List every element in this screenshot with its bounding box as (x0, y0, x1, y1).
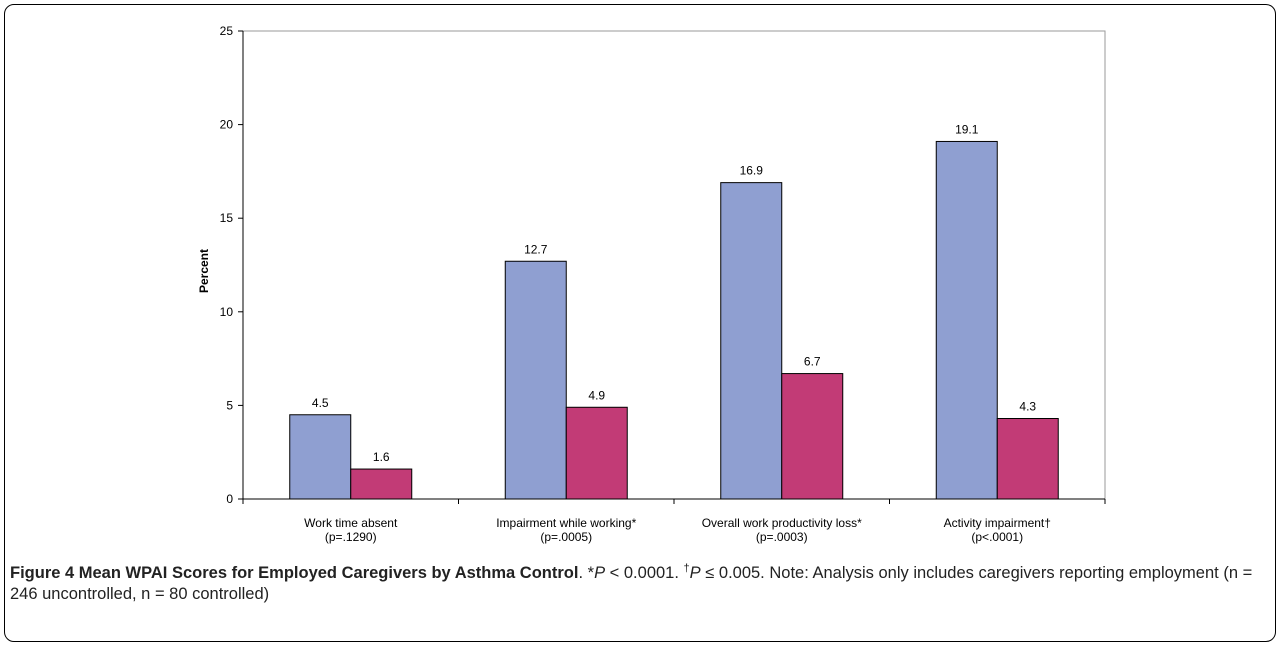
bar-controlled (350, 468, 413, 500)
bar-value-label: 19.1 (955, 122, 979, 136)
y-tick-label: 25 (220, 24, 234, 38)
y-tick-label: 5 (226, 398, 233, 412)
x-tick-pvalue: (p=.0003) (756, 530, 808, 544)
figure-caption: Figure 4 Mean WPAI Scores for Employed C… (10, 562, 1253, 603)
caption-label: Figure 4 Mean WPAI Scores for Employed C… (10, 564, 579, 582)
y-axis: 0 5 10 15 20 25 (220, 24, 244, 506)
caption-p1-var: P (594, 564, 606, 582)
caption-p2-symbol: † (683, 562, 690, 575)
bar-value-label: 4.5 (312, 396, 329, 410)
x-tick-label: Work time absent (304, 516, 398, 530)
bar-controlled (565, 406, 628, 500)
y-tick-label: 0 (226, 492, 233, 506)
x-tick-pvalue: (p=.1290) (325, 530, 377, 544)
x-tick-label: Activity impairment† (944, 516, 1051, 530)
bar-value-label: 4.3 (1019, 400, 1036, 414)
bar-value-label: 1.6 (373, 450, 390, 464)
x-tick-label: Impairment while working* (496, 516, 636, 530)
bar-value-label: 12.7 (524, 242, 548, 256)
bar-uncontrolled (289, 414, 352, 500)
y-axis-label: Percent (197, 249, 211, 293)
bar-value-label: 4.9 (588, 388, 605, 402)
bar-labels: 4.5 12.7 16.9 19.1 1.6 4.9 6.7 4.3 (312, 122, 1037, 464)
bar-uncontrolled (720, 182, 783, 500)
bar-uncontrolled (504, 260, 567, 500)
bar-uncontrolled (935, 140, 998, 500)
caption-p1-symbol: * (587, 564, 595, 582)
caption-p2-rest: ≤ 0.005. Note: Analysis only includes ca… (10, 564, 1253, 603)
bar-controlled (781, 373, 844, 500)
x-tick-label: Overall work productivity loss* (702, 516, 862, 530)
x-axis: Work time absent(p=.1290) Impairment whil… (242, 498, 1106, 544)
x-tick-pvalue: (p<.0001) (971, 530, 1023, 544)
caption-p2-var: P (689, 564, 701, 582)
y-tick-label: 20 (220, 118, 234, 132)
y-tick-label: 15 (220, 211, 234, 225)
bar-chart: 0 5 10 15 20 25 Work time absent(p=.1290) Impa… (197, 24, 1106, 544)
bars (289, 140, 1059, 500)
figure-frame (4, 4, 1276, 642)
bar-value-label: 16.9 (740, 164, 764, 178)
bar-controlled (996, 418, 1059, 500)
x-tick-pvalue: (p=.0005) (540, 530, 592, 544)
y-tick-label: 10 (220, 305, 234, 319)
caption-p1-rest: < 0.0001. (605, 564, 684, 582)
bar-value-label: 6.7 (804, 355, 821, 369)
